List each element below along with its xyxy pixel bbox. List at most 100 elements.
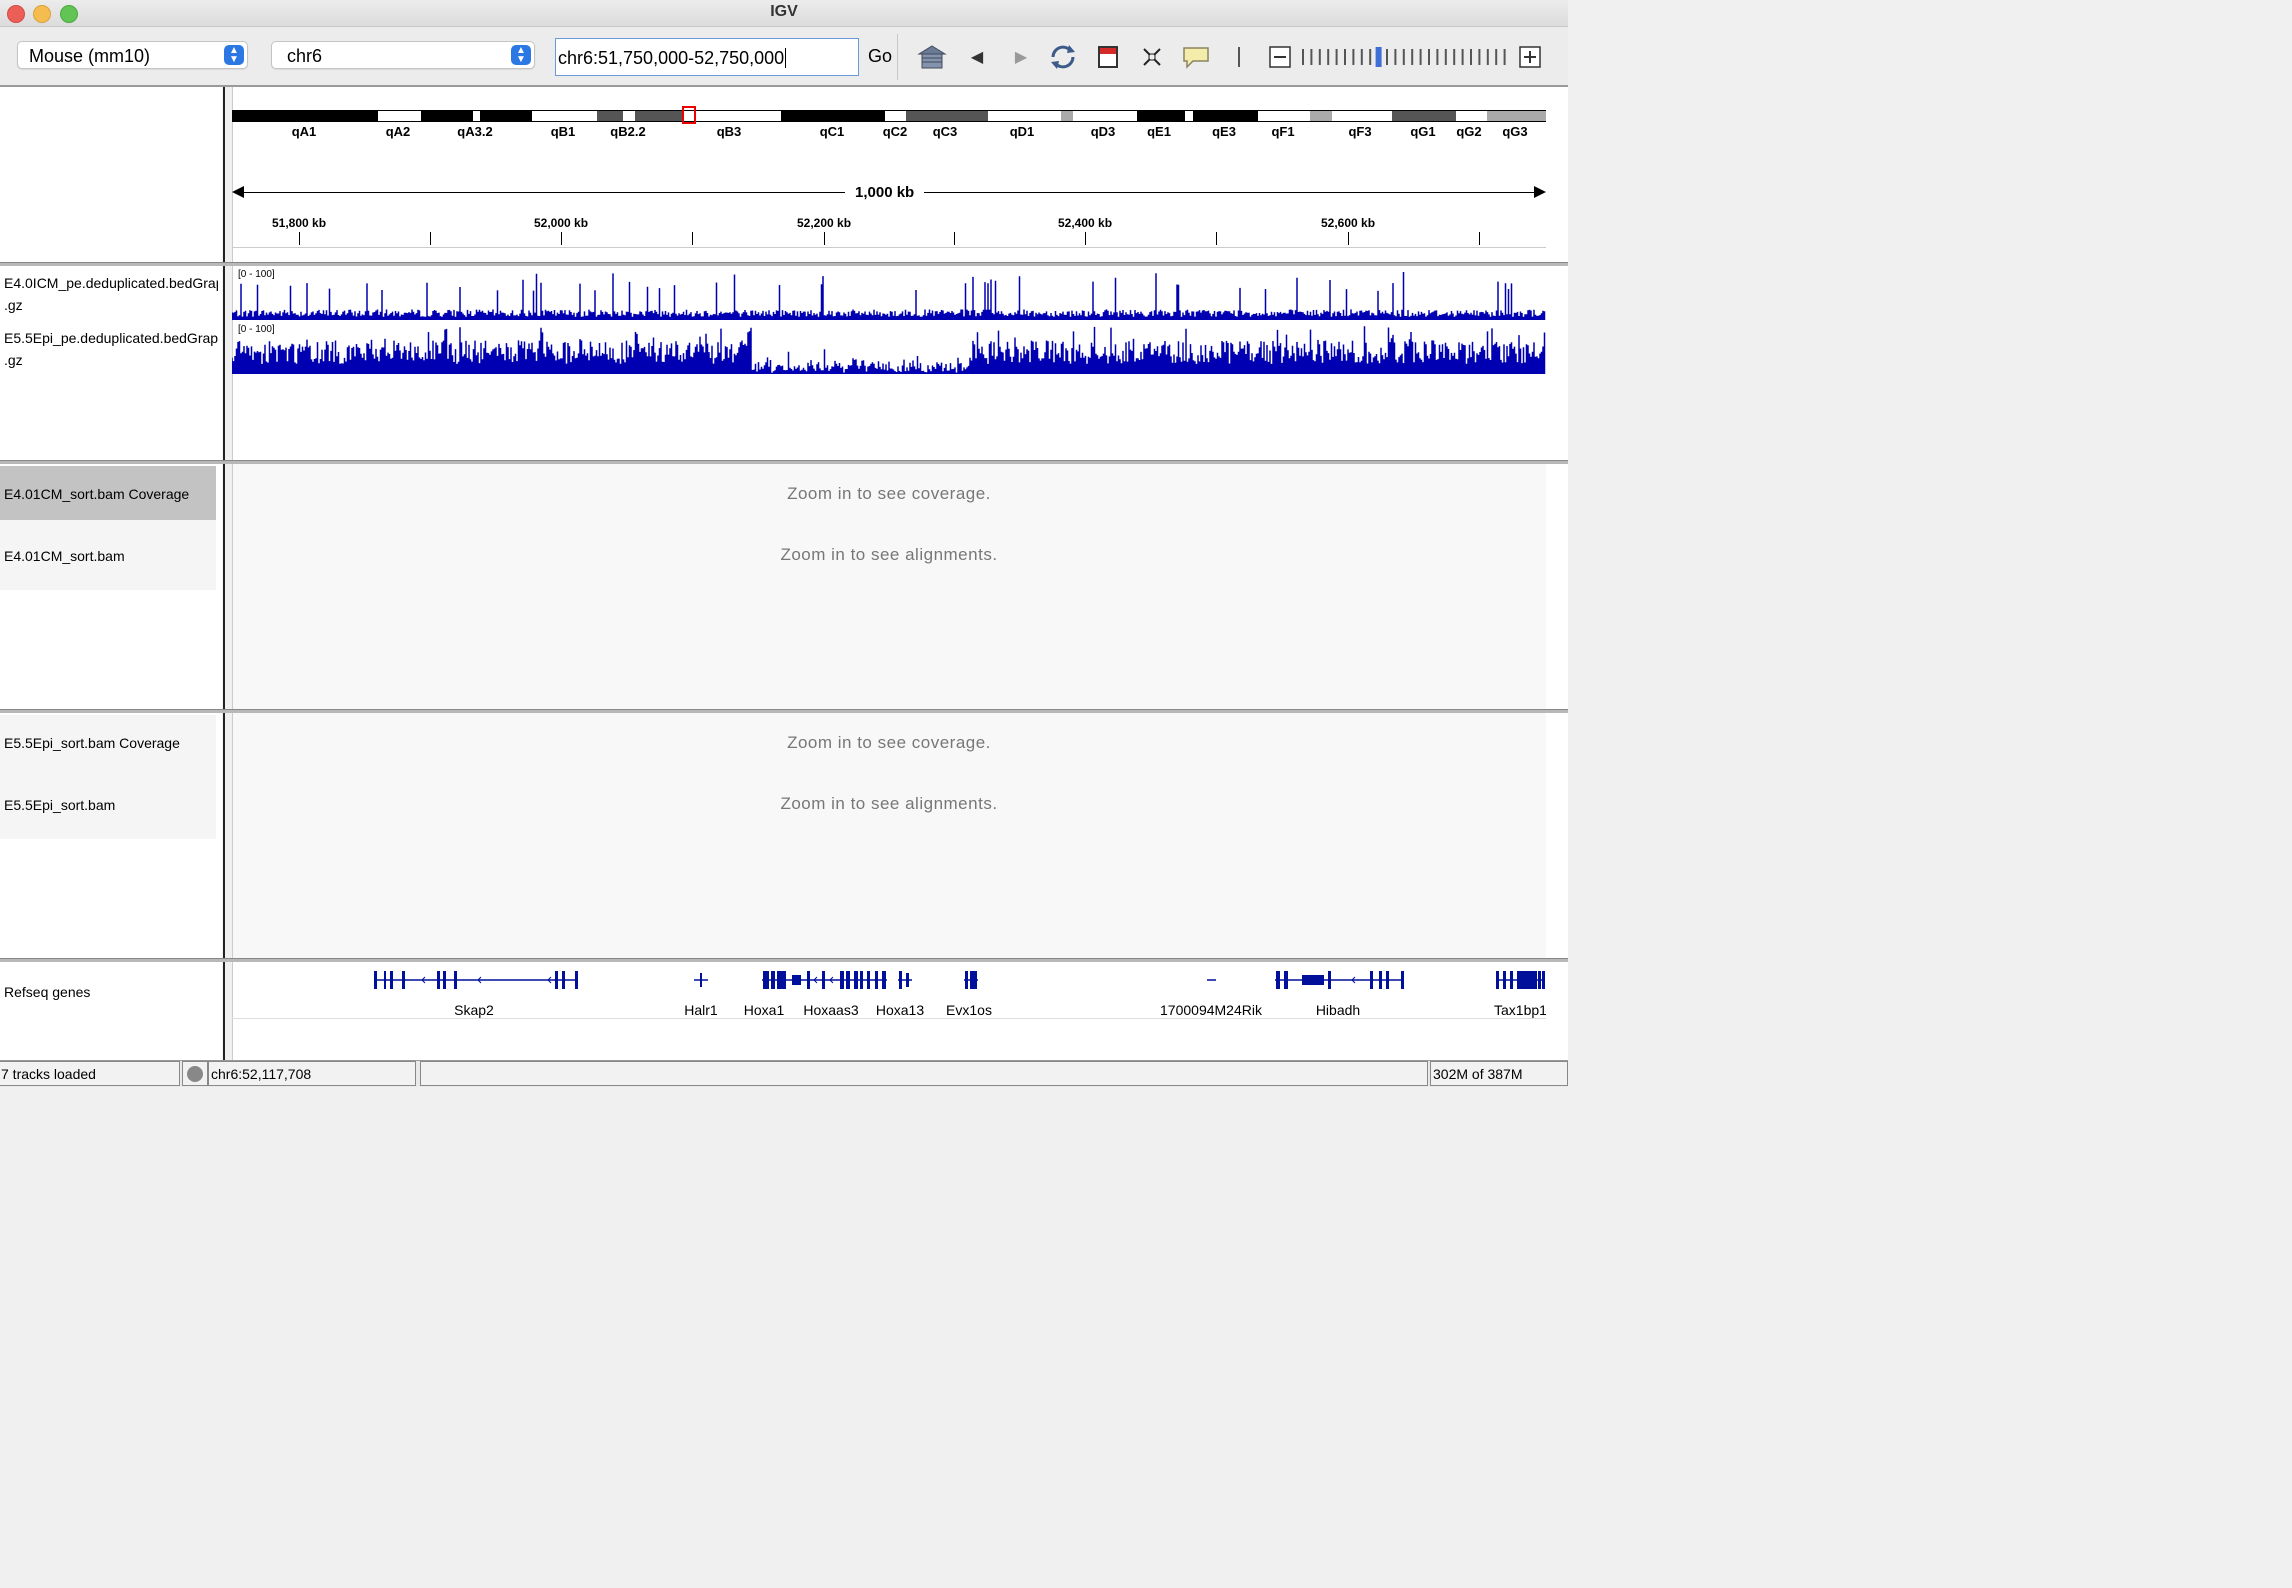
gene-exon	[374, 971, 377, 989]
ruler-tick	[561, 232, 562, 245]
ruler-tick	[1085, 232, 1086, 245]
zoom-tick	[1344, 49, 1346, 65]
go-button[interactable]: Go	[868, 46, 893, 66]
ideogram-band-label: qD3	[1090, 124, 1116, 139]
panel-divider[interactable]	[223, 713, 225, 958]
ideogram-band-label: qC3	[932, 124, 958, 139]
ideogram-current-region	[682, 106, 696, 124]
alignments-zoom-message: Zoom in to see alignments.	[780, 545, 998, 564]
zoom-tick	[1503, 49, 1506, 65]
refresh-icon[interactable]	[1046, 42, 1080, 72]
gene-exon	[1284, 971, 1288, 989]
gene-exon	[1386, 971, 1389, 989]
status-circle-icon	[187, 1066, 203, 1082]
gene-exon	[1276, 971, 1280, 989]
ideogram-band	[781, 110, 885, 122]
track-name-bam1-coverage[interactable]: E4.01CM_sort.bam Coverage	[4, 486, 190, 502]
zoom-tick	[1461, 49, 1464, 65]
back-arrow-icon[interactable]: ◀	[970, 49, 984, 66]
zoom-tick	[1394, 49, 1397, 65]
ruler-tick	[1348, 232, 1349, 245]
select-arrows-icon: ▲ ▼	[224, 45, 244, 65]
bedgraph-bars	[232, 326, 1546, 374]
zoom-tick	[1402, 49, 1405, 65]
gene-label[interactable]: Skap2	[454, 1002, 494, 1018]
ruler-tick-label: 52,000 kb	[533, 216, 589, 230]
maximize-window-button[interactable]	[60, 5, 78, 23]
ruler-tick-label: 52,400 kb	[1057, 216, 1113, 230]
panel-divider[interactable]	[223, 266, 225, 460]
gene-exon	[1542, 971, 1545, 989]
toolbar-divider	[897, 34, 898, 80]
status-message	[420, 1061, 1428, 1086]
gene-exon	[807, 971, 810, 989]
track-name-refseq[interactable]: Refseq genes	[4, 984, 91, 1000]
zoom-tick	[1444, 49, 1447, 65]
gene-label[interactable]: Hoxa1	[743, 1002, 785, 1018]
zoom-tick	[1369, 49, 1372, 65]
zoom-tick	[1470, 49, 1472, 65]
zoom-tick	[1495, 49, 1498, 65]
genome-select[interactable]: Mouse (mm10) ▲ ▼	[17, 41, 248, 69]
region-of-interest-icon[interactable]	[1095, 42, 1121, 72]
ideogram-band	[1258, 110, 1310, 122]
locus-input[interactable]: chr6:51,750,000-52,750,000	[555, 38, 859, 76]
ideogram-band-label: qF3	[1348, 124, 1372, 139]
refseq-gene-track[interactable]	[232, 966, 1546, 1000]
ruler-tick	[1479, 232, 1480, 245]
ruler-tick-label: 52,600 kb	[1320, 216, 1376, 230]
gene-label[interactable]: Hoxaas3	[803, 1002, 859, 1018]
zoom-tick	[1360, 49, 1363, 65]
ideogram-band	[623, 110, 635, 122]
close-window-button[interactable]	[7, 5, 25, 23]
panel-separator[interactable]	[0, 958, 1568, 962]
zoom-slider[interactable]	[1298, 46, 1510, 68]
ideogram-band	[635, 110, 682, 122]
gene-label[interactable]: Tax1bp1	[1494, 1002, 1546, 1018]
ideogram-band	[378, 110, 421, 122]
gene-label[interactable]: Halr1	[684, 1002, 718, 1018]
track-name-bedgraph1[interactable]: E4.0ICM_pe.deduplicated.bedGraph .gz	[4, 272, 218, 316]
gene-exon	[454, 971, 457, 989]
panel-divider[interactable]	[223, 87, 225, 262]
status-position: chr6:52,117,708	[208, 1061, 416, 1086]
minimize-window-button[interactable]	[33, 5, 51, 23]
bam1-right-margin	[1546, 464, 1568, 709]
panel-separator[interactable]	[0, 262, 1568, 266]
bedgraph1-range: [0 - 100]	[238, 269, 275, 280]
toolbar-divider	[1238, 47, 1240, 67]
ideogram-band	[906, 110, 988, 122]
bedgraph-tracks[interactable]	[232, 268, 1546, 378]
gene-label[interactable]: Evx1os	[946, 1002, 992, 1018]
gene-exon	[1538, 971, 1541, 989]
gene-exon	[867, 971, 870, 989]
track-name-bam2[interactable]: E5.5Epi_sort.bam	[4, 797, 116, 813]
gene-label[interactable]: Hoxa13	[875, 1002, 925, 1018]
popup-info-icon[interactable]	[1180, 42, 1212, 72]
panel-divider[interactable]	[223, 962, 225, 1060]
track-name-bam1[interactable]: E4.01CM_sort.bam	[4, 548, 125, 564]
track-name-bam2-coverage[interactable]: E5.5Epi_sort.bam Coverage	[4, 735, 180, 751]
ideogram-band	[597, 110, 623, 122]
zoom-out-icon[interactable]	[1268, 42, 1292, 72]
track-name-bedgraph2[interactable]: E5.5Epi_pe.deduplicated.bedGraph .gz	[4, 327, 218, 371]
ideogram-band	[1487, 110, 1546, 122]
track-name-highlight	[0, 466, 216, 520]
forward-arrow-icon[interactable]: ▶	[1014, 49, 1028, 66]
chromosome-select[interactable]: chr6 ▲ ▼	[271, 41, 535, 69]
gene-exon	[763, 971, 769, 989]
gene-label[interactable]: Hibadh	[1315, 1002, 1361, 1018]
track-name-line: E5.5Epi_pe.deduplicated.bedGraph	[4, 330, 218, 346]
panel-separator[interactable]	[0, 709, 1568, 713]
ideogram-band-label: qE3	[1212, 124, 1236, 139]
fit-to-window-icon[interactable]	[1139, 42, 1165, 72]
gene-exon	[906, 973, 909, 987]
gene-exon	[822, 971, 825, 989]
panel-separator[interactable]	[0, 460, 1568, 464]
panel-divider[interactable]	[223, 464, 225, 709]
gene-exon	[899, 971, 902, 989]
zoom-in-icon[interactable]	[1518, 42, 1542, 72]
home-icon[interactable]	[916, 42, 948, 72]
bedgraph2-range: [0 - 100]	[238, 324, 275, 335]
gene-label[interactable]: 1700094M24Rik	[1160, 1002, 1262, 1018]
